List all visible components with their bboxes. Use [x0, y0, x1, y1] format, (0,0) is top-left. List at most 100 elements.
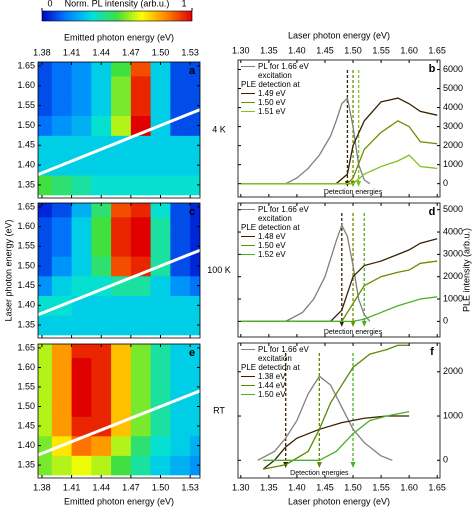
heatmap-cell	[190, 377, 200, 398]
x-tick-label: 1.50	[344, 482, 362, 492]
heatmap-cell	[111, 203, 132, 218]
heatmap-cell	[111, 455, 132, 476]
x-tick-label: 1.40	[288, 45, 306, 55]
legend-swatch	[241, 254, 255, 255]
legend-label: 1.38 eV	[258, 372, 286, 381]
legend-label: PL for 1.66 eV excitation	[258, 345, 309, 363]
legend-entry: PL for 1.66 eV excitation	[241, 62, 318, 80]
y-tick-label: 1000	[443, 293, 463, 303]
plot-area	[240, 70, 438, 187]
heatmap-cell	[130, 62, 152, 77]
y-tick-label: 1.60	[17, 362, 35, 372]
legend-label: 1.50 eV	[258, 98, 286, 107]
heatmap-cell	[111, 216, 132, 237]
heatmap-cell	[150, 377, 171, 398]
y-tick-label: 1.35	[17, 319, 35, 329]
data-line	[263, 410, 410, 461]
heatmap-cell	[130, 435, 152, 456]
heatmap-cell	[51, 256, 73, 277]
legend-entry: 1.51 eV	[241, 107, 318, 116]
heatmap-cell	[170, 95, 191, 117]
heatmap-cell	[91, 295, 112, 316]
heatmap-cell	[51, 75, 73, 97]
frame	[237, 202, 441, 338]
legend-label: 1.44 eV	[258, 381, 286, 390]
plot-area	[38, 344, 200, 476]
heatmap-cell	[170, 203, 191, 218]
legend-title: PLE detection at	[241, 223, 300, 232]
heatmap-cell	[111, 115, 132, 136]
y-tick-label: 1.60	[17, 221, 35, 231]
heatmap-cell	[130, 315, 152, 336]
heatmap-cell	[150, 416, 171, 437]
heatmap-cell	[38, 62, 53, 77]
heatmap-cell	[190, 357, 200, 378]
legend-label: 1.52 eV	[258, 250, 286, 259]
heatmap-cell	[111, 396, 132, 417]
heatmap-cell	[150, 155, 171, 176]
y-tick-label: 4000	[443, 102, 463, 112]
heatmap-cell	[190, 95, 200, 117]
data-line	[240, 238, 438, 323]
legend-label: 1.50 eV	[258, 241, 286, 250]
panel-label: e	[189, 347, 195, 359]
heatmap-cell	[111, 175, 132, 196]
y-tick-label: 3000	[443, 249, 463, 259]
plot-area	[257, 344, 410, 470]
legend-swatch	[241, 236, 255, 237]
heatmap-cell	[71, 75, 92, 97]
heatmap-cell	[130, 416, 152, 437]
legend-label: PL for 1.66 eV excitation	[258, 62, 309, 80]
y-tick-label: 1.55	[17, 241, 35, 251]
y-tick-label: 1.50	[17, 120, 35, 130]
legend-label: PL for 1.66 eV excitation	[258, 205, 309, 223]
heatmap-cell	[150, 357, 171, 378]
detection-arrow	[339, 321, 345, 327]
heatmap-cell	[170, 236, 191, 257]
legend-swatch	[241, 66, 255, 67]
legend-entry: 1.48 eV	[241, 232, 318, 241]
heatmap-cell	[150, 435, 171, 456]
y-tick-label: 1.55	[17, 100, 35, 110]
heatmap-cell	[190, 275, 200, 296]
heatmap-cell	[91, 344, 112, 359]
heatmap-cell	[130, 203, 152, 218]
heatmap-cell	[150, 75, 171, 97]
heatmap-cell	[91, 75, 112, 97]
x-tick-label: 1.50	[152, 47, 170, 57]
colorbar	[41, 10, 193, 22]
heatmap-cell	[190, 203, 200, 218]
annotation: Detection energies	[290, 470, 349, 477]
heatmap-cell	[111, 236, 132, 257]
heatmap-cell	[38, 135, 53, 156]
heatmap-cell	[130, 455, 152, 476]
legend-label: 1.48 eV	[258, 232, 286, 241]
heatmap-cell	[150, 216, 171, 237]
legend-swatch	[241, 245, 255, 246]
heatmap-cell	[38, 115, 53, 136]
temperature-label: 4 K	[212, 124, 226, 134]
x-tick-label: 1.38	[33, 482, 51, 492]
heatmap-cell	[190, 135, 200, 156]
heatmap-cell	[170, 357, 191, 378]
heatmap-cell	[51, 275, 73, 296]
legend: PL for 1.66 eV excitation PLE detection a…	[241, 205, 318, 259]
data-line	[240, 296, 438, 323]
panel-label: f	[430, 346, 434, 358]
y-tick-label: 0	[443, 178, 448, 188]
heatmap-cell	[38, 275, 53, 296]
heatmap-cell	[38, 203, 53, 218]
y-tick-label: 1.55	[17, 381, 35, 391]
legend: PL for 1.66 eV excitation PLE detection a…	[241, 345, 318, 399]
x-tick-label: 1.40	[288, 482, 306, 492]
heatmap-cell	[190, 155, 200, 176]
y-tick-label: 1.35	[17, 459, 35, 469]
heatmap-cell	[170, 344, 191, 359]
heatmap-cell	[38, 95, 53, 117]
heatmap-cell	[111, 315, 132, 336]
x-tick-label: 1.55	[372, 45, 390, 55]
heatmap-cell	[150, 175, 171, 196]
heatmap-cell	[71, 236, 92, 257]
legend-label: 1.50 eV	[258, 390, 286, 399]
